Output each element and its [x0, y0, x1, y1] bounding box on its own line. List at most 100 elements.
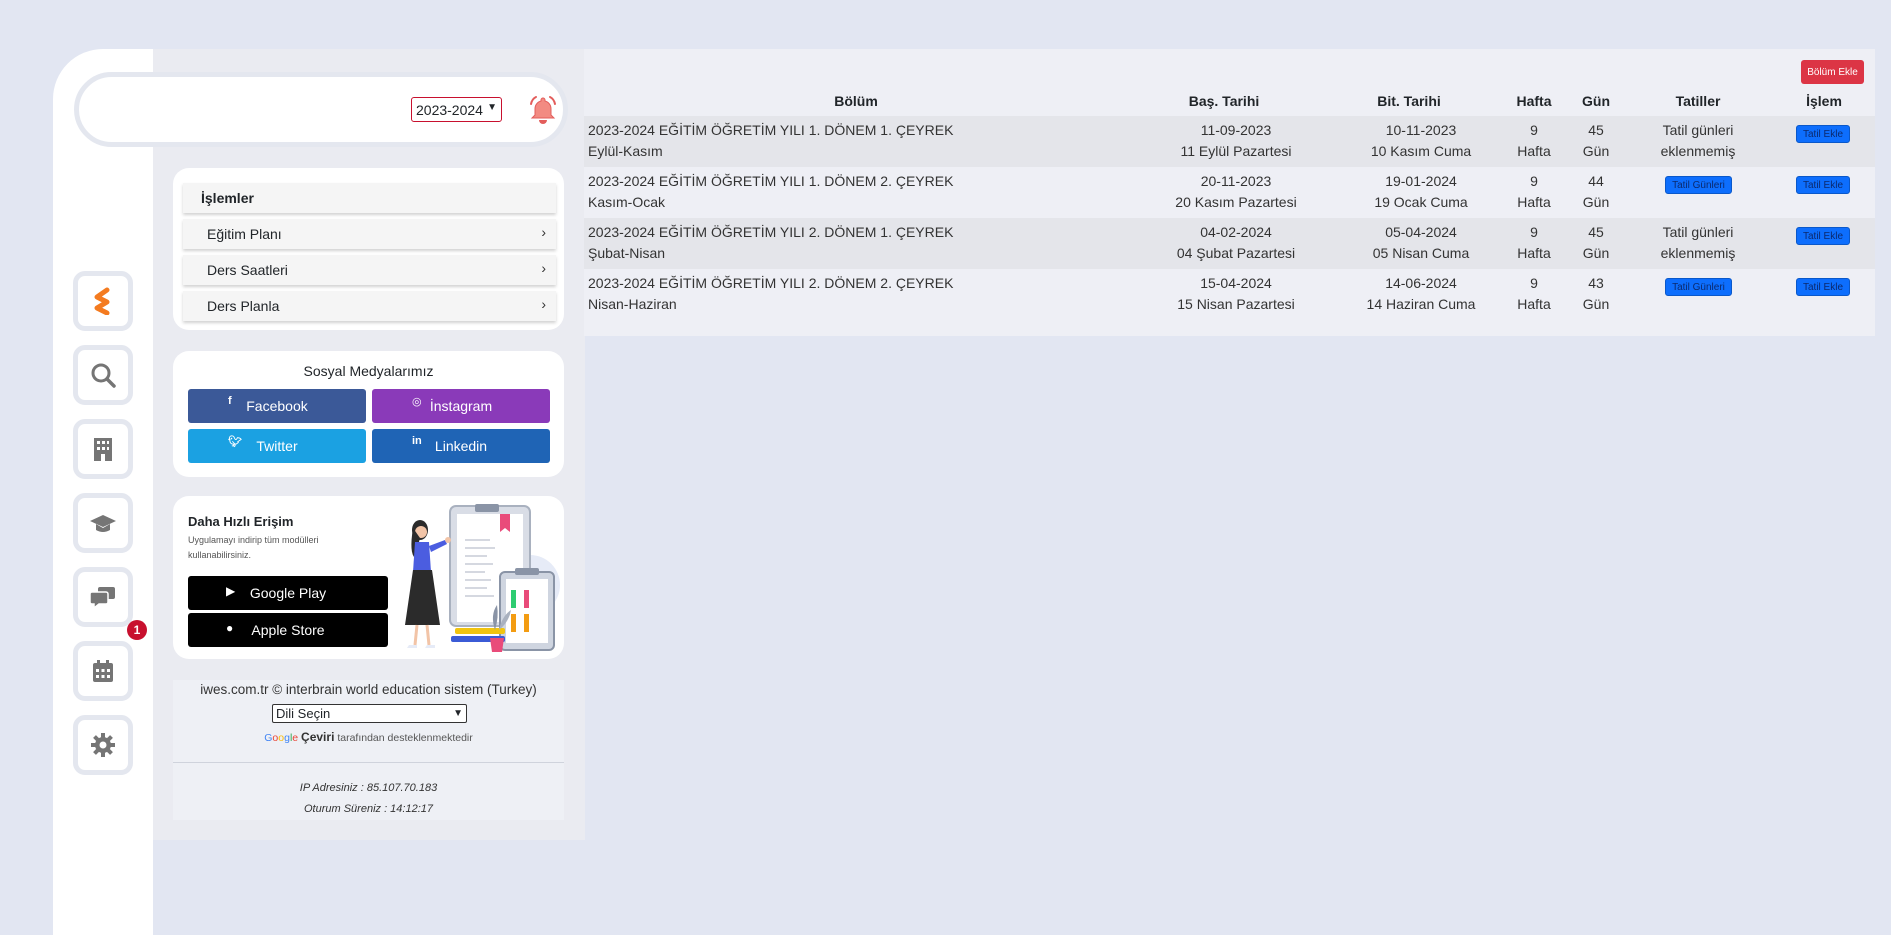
start-date-cell: 04-02-2024 04 Şubat Pazartesi — [1172, 222, 1300, 264]
menu-item-ders-planla[interactable]: Ders Planla › — [183, 291, 556, 321]
app-illustration — [405, 504, 560, 652]
start-date-cell-line2: 11 Eylül Pazartesi — [1180, 143, 1292, 159]
menu-title: İşlemler — [183, 183, 556, 213]
weeks-cell-line1: 9 — [1530, 173, 1538, 189]
start-date-cell-line1: 15-04-2024 — [1200, 275, 1272, 291]
calendar-icon — [93, 660, 113, 682]
translate-suffix: tarafından desteklenmektedir — [337, 732, 473, 744]
weeks-cell-line1: 9 — [1530, 122, 1538, 138]
search-rail-button[interactable] — [73, 345, 133, 405]
google-play-button[interactable]: ▶ Google Play — [188, 576, 388, 610]
play-icon: ▶ — [226, 584, 236, 598]
days-cell-line2: Gün — [1582, 143, 1610, 159]
app-subtitle: Uygulamayı indirip tüm modülleri kullana… — [188, 535, 319, 560]
facebook-button[interactable]: f Facebook — [188, 389, 366, 423]
section-name-cell-line2: Kasım-Ocak — [588, 194, 666, 210]
linkedin-button[interactable]: in Linkedin — [372, 429, 550, 463]
settings-rail-button[interactable] — [73, 715, 133, 775]
start-date-cell-line1: 04-02-2024 — [1200, 224, 1272, 240]
start-date-cell-line2: 20 Kasım Pazartesi — [1175, 194, 1297, 210]
footer-divider — [173, 762, 564, 763]
menu-item-ders-saatleri[interactable]: Ders Saatleri › — [183, 255, 556, 285]
start-date-cell: 20-11-2023 20 Kasım Pazartesi — [1172, 171, 1300, 213]
twitter-icon: 🐦︎ — [228, 436, 242, 448]
menu-item-label: Ders Planla — [207, 298, 280, 314]
end-date-cell: 19-01-2024 19 Ocak Cuma — [1357, 171, 1485, 213]
chevron-right-icon: › — [541, 260, 546, 276]
holiday-days-button[interactable]: Tatil Günleri — [1665, 278, 1732, 296]
calendar-rail-button[interactable] — [73, 641, 133, 701]
twitter-button[interactable]: 🐦︎ Twitter — [188, 429, 366, 463]
apple-icon: ● — [226, 621, 234, 635]
end-date-cell-line2: 14 Haziran Cuma — [1366, 296, 1476, 312]
weeks-cell-line1: 9 — [1530, 275, 1538, 291]
bell-icon[interactable] — [528, 94, 558, 124]
weeks-cell: 9 Hafta — [1508, 273, 1560, 315]
end-date-cell-line2: 10 Kasım Cuma — [1370, 143, 1472, 159]
left-rail: 1 — [53, 49, 153, 935]
building-icon — [94, 438, 112, 461]
facebook-label: Facebook — [246, 398, 308, 414]
add-holiday-button[interactable]: Tatil Ekle — [1796, 227, 1850, 245]
start-date-cell: 15-04-2024 15 Nisan Pazartesi — [1172, 273, 1300, 315]
section-name-cell-line1: 2023-2024 EĞİTİM ÖĞRETİM YILI 1. DÖNEM 1… — [588, 122, 954, 138]
messages-rail-button[interactable] — [73, 567, 133, 627]
language-select-value: Dili Seçin — [276, 706, 331, 721]
add-section-button[interactable]: Bölüm Ekle — [1801, 60, 1864, 84]
section-name-cell-line2: Şubat-Nisan — [588, 245, 666, 261]
search-icon — [91, 363, 116, 388]
session-time: Oturum Süreniz : 14:12:17 — [303, 803, 433, 815]
chevron-right-icon: › — [541, 224, 546, 240]
holidays-line2: eklenmemiş — [1660, 143, 1736, 159]
end-date-cell-line1: 14-06-2024 — [1385, 275, 1457, 291]
weeks-cell-line2: Hafta — [1517, 296, 1551, 312]
section-name-cell: 2023-2024 EĞİTİM ÖĞRETİM YILI 2. DÖNEM 2… — [588, 273, 1008, 315]
year-select-value: 2023-2024 — [416, 101, 483, 118]
apple-store-button[interactable]: ● Apple Store — [188, 613, 388, 647]
start-date-cell-line2: 04 Şubat Pazartesi — [1176, 245, 1296, 261]
section-name-cell: 2023-2024 EĞİTİM ÖĞRETİM YILI 1. DÖNEM 1… — [588, 120, 1008, 162]
holidays-line2: eklenmemiş — [1660, 245, 1736, 261]
year-select[interactable]: 2023-2024 ▼ — [411, 97, 502, 122]
building-rail-button[interactable] — [73, 419, 133, 479]
weeks-cell: 9 Hafta — [1508, 222, 1560, 264]
ip-address: IP Adresiniz : 85.107.70.183 — [299, 782, 438, 794]
holiday-days-button[interactable]: Tatil Günleri — [1665, 176, 1732, 194]
menu-item-egitim-plani[interactable]: Eğitim Planı › — [183, 219, 556, 249]
days-cell-line2: Gün — [1582, 194, 1610, 210]
google-translate-credit[interactable]: Google Çeviri tarafından desteklenmekted… — [173, 730, 564, 744]
days-cell-line1: 45 — [1588, 224, 1604, 240]
header-days: Gün — [1582, 93, 1610, 109]
end-date-cell-line1: 05-04-2024 — [1385, 224, 1457, 240]
add-holiday-button[interactable]: Tatil Ekle — [1796, 176, 1850, 194]
chevron-right-icon: › — [541, 296, 546, 312]
start-date-cell-line1: 11-09-2023 — [1200, 122, 1272, 138]
start-date-cell-line2: 15 Nisan Pazartesi — [1177, 296, 1295, 312]
table-row: 2023-2024 EĞİTİM ÖĞRETİM YILI 1. DÖNEM 1… — [584, 116, 1875, 167]
menu-item-label: Ders Saatleri — [207, 262, 288, 278]
instagram-button[interactable]: ◎ İnstagram — [372, 389, 550, 423]
section-name-cell-line1: 2023-2024 EĞİTİM ÖĞRETİM YILI 1. DÖNEM 2… — [588, 173, 954, 189]
days-cell-line2: Gün — [1582, 245, 1610, 261]
education-rail-button[interactable] — [73, 493, 133, 553]
menu-item-label: Eğitim Planı — [207, 226, 282, 242]
weeks-cell-line1: 9 — [1530, 224, 1538, 240]
language-select[interactable]: Dili Seçin ▼ — [272, 704, 467, 723]
add-holiday-button[interactable]: Tatil Ekle — [1796, 278, 1850, 296]
days-cell-line1: 44 — [1588, 173, 1604, 189]
twitter-label: Twitter — [256, 438, 298, 454]
days-cell: 44 Gün — [1576, 171, 1616, 213]
table-row: 2023-2024 EĞİTİM ÖĞRETİM YILI 1. DÖNEM 2… — [584, 167, 1875, 218]
google-play-label: Google Play — [249, 585, 327, 601]
add-holiday-button[interactable]: Tatil Ekle — [1796, 125, 1850, 143]
chevron-down-icon: ▼ — [487, 102, 497, 113]
social-media-card: Sosyal Medyalarımız f Facebook ◎ İnstagr… — [173, 351, 564, 477]
end-date-cell-line2: 19 Ocak Cuma — [1374, 194, 1468, 210]
app-logo-button[interactable] — [73, 271, 133, 331]
weeks-cell-line2: Hafta — [1517, 194, 1551, 210]
header-holidays: Tatiller — [1675, 93, 1721, 109]
holidays-cell: Tatil günleri eklenmemiş — [1650, 120, 1746, 162]
translate-brand: Çeviri — [301, 730, 335, 744]
days-cell: 43 Gün — [1576, 273, 1616, 315]
holidays-line1: Tatil günleri — [1662, 122, 1734, 138]
